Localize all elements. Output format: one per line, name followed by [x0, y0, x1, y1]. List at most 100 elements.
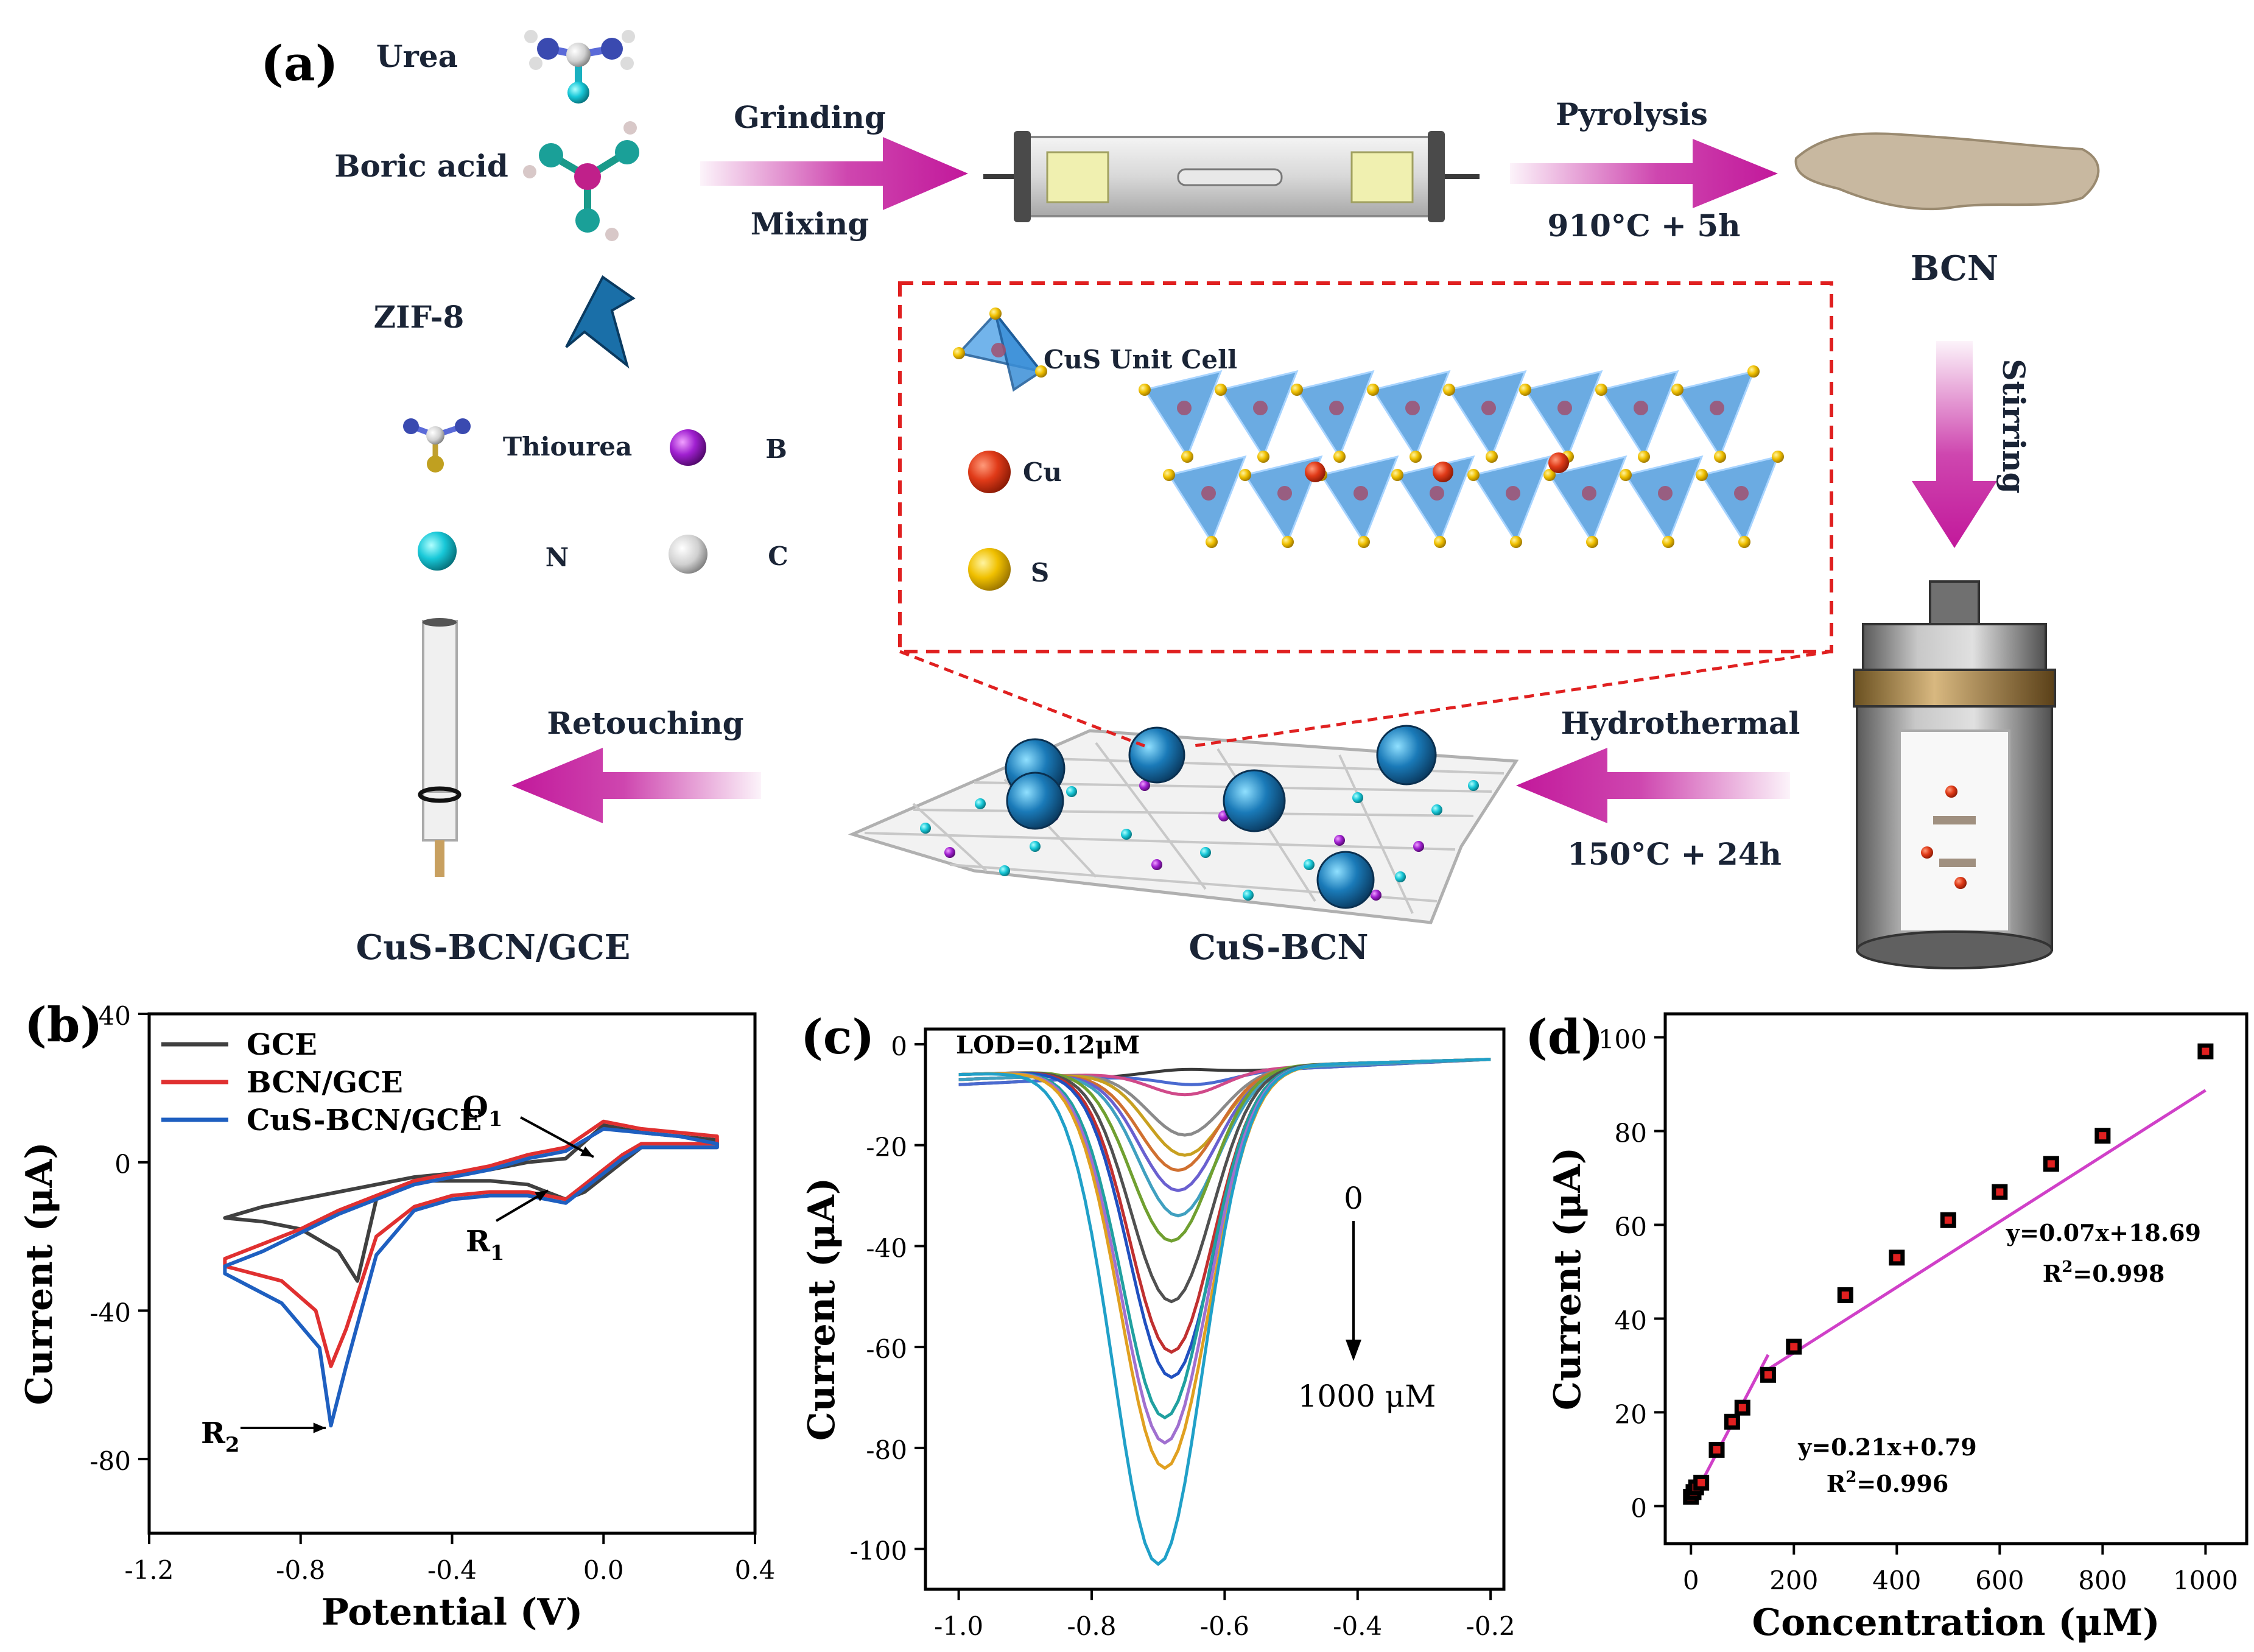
- lattice-cu-atom-highlight: [1548, 452, 1569, 473]
- unit-cell-label: CuS Unit Cell: [1044, 345, 1237, 374]
- grinding-label: Grinding: [734, 99, 886, 135]
- annotation-arrowhead: [313, 1422, 326, 1433]
- data-point-center: [1944, 1216, 1952, 1224]
- c-legend-label: C: [768, 541, 788, 571]
- lattice-cu-atom: [1405, 401, 1420, 415]
- n-legend-label: N: [546, 543, 569, 572]
- y-tick-label: 40: [99, 1001, 131, 1031]
- calibration-chart: 0 200 400 600 800 1000 0 20 40 60 80 100 Concentrati…: [1547, 1012, 2249, 1644]
- lattice-s-atom: [1282, 536, 1294, 548]
- panel-a-label: (a): [261, 35, 339, 92]
- x-tick-label: 800: [2078, 1566, 2127, 1595]
- x-tick-label: 0.0: [583, 1555, 624, 1585]
- y-tick-label: 20: [1615, 1399, 1647, 1429]
- data-point-center: [1738, 1404, 1746, 1411]
- bcn-material-icon: [1794, 132, 2100, 211]
- x-tick-label: -0.8: [276, 1555, 325, 1585]
- data-point-center: [2099, 1132, 2107, 1140]
- x-tick-label: 0.4: [735, 1555, 776, 1585]
- zif8-star-icon: [565, 275, 636, 369]
- fit-equation: y=0.07x+18.69: [2006, 1219, 2201, 1246]
- y-tick-label: 100: [1598, 1024, 1647, 1054]
- grinding-arrow: [700, 137, 968, 210]
- thiourea-label: Thiourea: [503, 432, 632, 462]
- lattice-s-atom: [1638, 451, 1650, 463]
- electrode-icon: [418, 618, 462, 877]
- x-tick-label: -0.2: [1466, 1611, 1515, 1641]
- annotation-arrow: [520, 1116, 594, 1158]
- lattice-cu-atom: [1557, 401, 1572, 415]
- y-tick-label: -20: [866, 1133, 907, 1162]
- lattice-s-atom: [1215, 384, 1227, 396]
- x-axis-label: Potential (V): [1084, 1647, 1345, 1652]
- urea-molecule-icon: [524, 30, 635, 104]
- lattice-s-atom: [1747, 365, 1760, 378]
- boric-acid-molecule-icon: [523, 121, 639, 241]
- data-point-center: [1893, 1254, 1901, 1262]
- s-atom-icon: [968, 548, 1011, 591]
- cu-label: Cu: [1023, 457, 1062, 487]
- data-point-center: [1728, 1418, 1736, 1425]
- lattice-s-atom: [1467, 469, 1480, 481]
- b-legend-label: B: [765, 434, 787, 464]
- lattice-s-atom: [1620, 469, 1632, 481]
- legend-entry: GCE: [247, 1028, 317, 1062]
- lattice-cu-atom: [1506, 486, 1520, 501]
- hydrothermal-arrow: [1516, 748, 1790, 823]
- lattice-s-atom: [1181, 451, 1193, 463]
- dpv-chart: -1.0 -0.8 -0.6 -0.4 -0.2 0 -20 -40 -60 -80 -100 Pot…: [801, 1027, 1515, 1652]
- data-point-center: [1698, 1478, 1705, 1486]
- lattice-cu-atom-highlight: [1305, 462, 1325, 482]
- x-tick-label: -1.2: [125, 1555, 174, 1585]
- plot-frame: [147, 1012, 757, 1535]
- y-tick-label: -80: [866, 1435, 907, 1465]
- cus-bcn-label: CuS-BCN: [1188, 927, 1368, 968]
- lattice-s-atom: [1163, 469, 1175, 481]
- concentration-start-label: 0: [1344, 1181, 1363, 1216]
- lattice-cu-atom: [1201, 486, 1216, 501]
- annotation-arrowhead: [580, 1146, 594, 1157]
- lattice-cu-atom: [1177, 401, 1192, 415]
- lattice-cu-atom: [1253, 401, 1268, 415]
- lattice-cu-atom-highlight: [1433, 462, 1453, 482]
- autoclave-icon: [1853, 580, 2056, 969]
- data-point-center: [1790, 1343, 1798, 1351]
- lattice-s-atom: [1257, 451, 1269, 463]
- electrode-label: CuS-BCN/GCE: [356, 927, 631, 968]
- lattice-s-atom: [1486, 451, 1498, 463]
- lattice-s-atom: [1772, 451, 1784, 463]
- boron-atom-icon: [670, 429, 706, 466]
- lattice-cu-atom: [1329, 401, 1344, 415]
- s-label: S: [1031, 558, 1049, 588]
- x-tick-label: -1.0: [934, 1611, 983, 1641]
- x-tick-label: -0.4: [427, 1555, 477, 1585]
- y-tick-label: -80: [90, 1446, 131, 1476]
- lattice-cu-atom: [1277, 486, 1292, 501]
- y-axis-label: Current (μA): [801, 1178, 843, 1441]
- nitrogen-atom-icon: [418, 532, 457, 571]
- y-tick-label: -60: [866, 1334, 907, 1364]
- lattice-cu-atom: [1734, 486, 1749, 501]
- y-tick-label: -40: [90, 1298, 131, 1327]
- dpv-series-line: [958, 1058, 1491, 1566]
- x-tick-label: -0.8: [1067, 1611, 1116, 1641]
- x-tick-label: 200: [1769, 1566, 1818, 1595]
- stirring-label: Stirring: [1996, 359, 2032, 493]
- x-axis-label: Concentration (μM): [1752, 1601, 2160, 1644]
- y-axis-label: Current (μA): [1547, 1147, 1589, 1410]
- lattice-s-atom: [1239, 469, 1251, 481]
- bcn-label: BCN: [1911, 248, 1998, 289]
- lattice-s-atom: [1586, 536, 1598, 548]
- lattice-cu-atom: [1634, 401, 1648, 415]
- y-tick-label: -40: [866, 1233, 907, 1263]
- carbon-atom-icon: [669, 535, 707, 574]
- panel-b-label: (b): [24, 997, 102, 1053]
- pyrolysis-label: Pyrolysis: [1556, 96, 1708, 132]
- lattice-s-atom: [1358, 536, 1370, 548]
- lattice-cu-atom: [1430, 486, 1444, 501]
- legend-entry: CuS-BCN/GCE: [247, 1103, 482, 1137]
- lattice-s-atom: [1714, 451, 1726, 463]
- cv-chart: -1.2 -0.8 -0.4 0.0 0.4 -80 -40 0 40 Potential (V)…: [18, 1001, 775, 1634]
- cu-atom-icon: [968, 451, 1011, 493]
